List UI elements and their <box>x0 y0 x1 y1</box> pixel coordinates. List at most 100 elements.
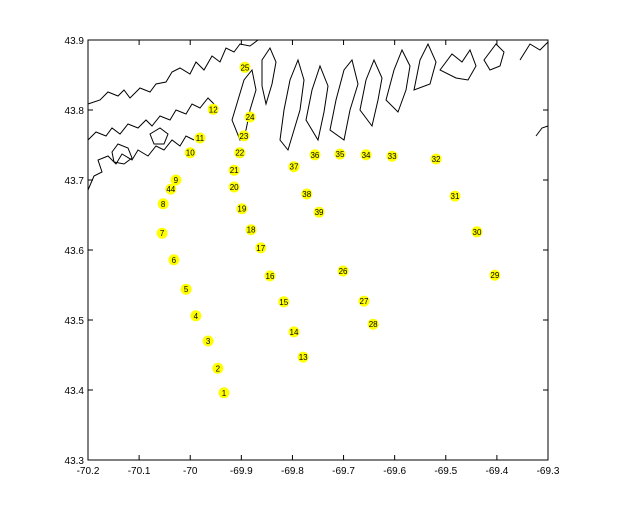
station-point <box>430 153 442 165</box>
station-label: 4 <box>194 312 199 321</box>
x-tick-label: -69.5 <box>434 466 457 477</box>
x-tick-label: -69.6 <box>383 466 406 477</box>
station-label: 18 <box>247 226 256 235</box>
station-label: 13 <box>299 353 308 362</box>
station-label: 32 <box>432 155 441 164</box>
station-label: 19 <box>237 205 246 214</box>
station-point <box>157 198 169 210</box>
y-tick-label: 43.6 <box>65 246 85 257</box>
station-point <box>449 190 461 202</box>
station-point <box>367 318 379 330</box>
station-point <box>334 148 346 160</box>
station-point <box>239 61 251 73</box>
station-label: 39 <box>315 208 324 217</box>
station-point <box>278 296 290 308</box>
station-label: 17 <box>256 244 265 253</box>
station-label: 22 <box>235 149 244 158</box>
station-label: 6 <box>172 256 177 265</box>
station-point <box>301 188 313 200</box>
station-point <box>228 181 240 193</box>
y-tick-label: 43.7 <box>65 176 85 187</box>
station-point <box>360 149 372 161</box>
station-point <box>489 269 501 281</box>
station-point <box>471 226 483 238</box>
station-point <box>236 203 248 215</box>
station-point <box>156 227 168 239</box>
station-point <box>218 387 230 399</box>
station-label: 30 <box>473 228 482 237</box>
station-point <box>190 310 202 322</box>
station-label: 34 <box>362 151 371 160</box>
station-label: 10 <box>186 149 195 158</box>
station-label: 15 <box>279 298 288 307</box>
station-point <box>212 362 224 374</box>
station-point <box>180 283 192 295</box>
x-tick-label: -69.8 <box>281 466 304 477</box>
station-point <box>288 326 300 338</box>
x-tick-label: -70.2 <box>77 466 100 477</box>
station-label: 8 <box>161 200 166 209</box>
station-label: 26 <box>339 267 348 276</box>
station-label: 44 <box>166 185 175 194</box>
station-label: 27 <box>360 297 369 306</box>
station-point <box>184 147 196 159</box>
station-label: 20 <box>230 183 239 192</box>
x-tick-label: -70.1 <box>128 466 151 477</box>
station-label: 12 <box>209 105 218 114</box>
station-point <box>238 130 250 142</box>
station-label: 21 <box>230 166 239 175</box>
station-label: 5 <box>184 285 189 294</box>
station-point <box>386 150 398 162</box>
station-point <box>244 111 256 123</box>
station-point <box>170 174 182 186</box>
station-point <box>358 295 370 307</box>
station-point <box>337 265 349 277</box>
station-label: 2 <box>216 364 221 373</box>
x-tick-label: -69.4 <box>485 466 508 477</box>
station-label: 29 <box>490 271 499 280</box>
y-tick-label: 43.4 <box>65 386 85 397</box>
station-point <box>313 206 325 218</box>
station-label: 1 <box>222 389 227 398</box>
station-point <box>207 103 219 115</box>
station-label: 16 <box>266 272 275 281</box>
station-label: 11 <box>196 134 205 143</box>
station-label: 35 <box>336 150 345 159</box>
station-point <box>264 270 276 282</box>
x-tick-label: -69.3 <box>537 466 560 477</box>
station-point <box>245 224 257 236</box>
station-label: 36 <box>310 151 319 160</box>
station-point <box>234 147 246 159</box>
station-label: 14 <box>290 328 299 337</box>
x-tick-label: -69.7 <box>332 466 355 477</box>
station-point <box>194 132 206 144</box>
station-label: 37 <box>290 163 299 172</box>
station-point <box>202 335 214 347</box>
station-point <box>168 254 180 266</box>
station-label: 38 <box>302 190 311 199</box>
station-point <box>165 183 177 195</box>
station-point <box>228 164 240 176</box>
coastline <box>87 39 549 191</box>
station-point <box>255 242 267 254</box>
plot-frame <box>87 39 549 461</box>
station-label: 9 <box>174 176 179 185</box>
station-point <box>288 161 300 173</box>
station-label: 23 <box>239 132 248 141</box>
x-tick-label: -70 <box>183 466 198 477</box>
station-label: 33 <box>388 152 397 161</box>
station-label: 28 <box>369 320 378 329</box>
station-label: 25 <box>240 63 249 72</box>
station-label: 3 <box>206 337 211 346</box>
y-tick-label: 43.3 <box>65 456 85 467</box>
y-tick-label: 43.5 <box>65 316 85 327</box>
station-label: 7 <box>160 229 165 238</box>
y-tick-label: 43.9 <box>65 36 85 47</box>
x-tick-label: -69.9 <box>230 466 253 477</box>
station-label: 24 <box>246 113 255 122</box>
station-point <box>297 351 309 363</box>
station-label: 31 <box>451 192 460 201</box>
y-tick-label: 43.8 <box>65 106 85 117</box>
station-point <box>309 149 321 161</box>
